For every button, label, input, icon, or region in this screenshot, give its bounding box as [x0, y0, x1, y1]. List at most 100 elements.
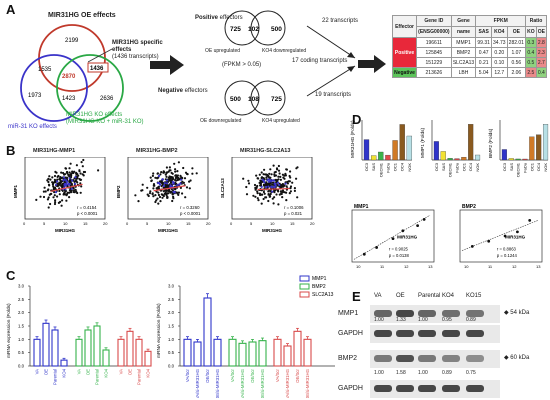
- scatter-point: [146, 186, 149, 189]
- scatter-point-highlight: [54, 191, 58, 194]
- scatter-point: [82, 174, 85, 177]
- scatter-point: [260, 202, 263, 205]
- x-tick-label: OE/si-MIR31HG: [305, 368, 310, 398]
- band: [466, 310, 484, 317]
- bar-bmp2: [536, 134, 542, 161]
- y-tick-label: 0.0: [168, 364, 175, 369]
- scatter-point: [293, 189, 296, 192]
- scatter-point: [68, 179, 71, 182]
- scatter-point: [161, 182, 164, 185]
- scatter-point: [278, 193, 281, 196]
- scatter-point: [48, 175, 51, 178]
- scatter-point: [267, 190, 270, 193]
- bar-mmp1: [203, 297, 212, 367]
- mmp1-kda-marker: ◆ 54 kDa: [504, 310, 530, 316]
- scatter-point-highlight: [176, 184, 179, 187]
- scatter-point: [75, 172, 78, 175]
- x-axis-label: MIR31HG: [397, 235, 418, 240]
- scatter-r-value: r = 0.3260: [180, 205, 200, 210]
- bar-bmp2: [248, 341, 257, 367]
- bar-bmp2: [238, 342, 247, 367]
- x-tick-label: NOK: [407, 163, 412, 172]
- scatter-point-highlight: [163, 182, 166, 185]
- y-tick-label: 2.0: [168, 310, 175, 315]
- scatter-point: [78, 169, 81, 172]
- scatter-point: [70, 191, 73, 194]
- scatter-point: [172, 195, 175, 198]
- x-tick-label: OE/si-MIR31HG: [215, 368, 220, 398]
- scatter-point: [79, 191, 82, 194]
- scatter-point: [60, 184, 63, 187]
- bar-mir31hg: [385, 154, 391, 161]
- svg-text:500: 500: [271, 26, 282, 33]
- corr-point: [503, 234, 507, 238]
- scatter-point: [267, 175, 270, 178]
- corr-point: [375, 246, 378, 249]
- scatter-point: [277, 203, 280, 206]
- corr-point: [422, 217, 426, 221]
- corr-r-value: r = 0.8863: [497, 247, 517, 252]
- scatter-point: [53, 202, 57, 206]
- scatter-point-highlight: [166, 182, 169, 185]
- scatter-point: [188, 187, 191, 190]
- scatter-point-highlight: [66, 180, 69, 183]
- bar-slc2a13: [283, 345, 292, 367]
- scatter-point: [289, 176, 292, 179]
- scatter-point: [79, 182, 82, 185]
- scatter-point: [253, 183, 257, 187]
- x-tick-label: KO4: [62, 368, 67, 377]
- bar-bmp2: [84, 329, 92, 367]
- venn-circle-mir31: [20, 54, 88, 122]
- scatter-point: [247, 179, 250, 182]
- scatter-point: [288, 192, 291, 195]
- fpkm-note: (FPKM > 0.05): [222, 62, 262, 68]
- scatter-point: [263, 192, 266, 195]
- scatter-point: [285, 199, 288, 202]
- venn-count-mir-only: 1973: [28, 93, 42, 99]
- mmp1-ratio-value: 1.00: [374, 317, 384, 323]
- scatter-point: [73, 180, 76, 183]
- scatter-point: [49, 178, 52, 181]
- legend-swatch: [299, 291, 310, 298]
- band: [374, 355, 392, 362]
- venn-negative: 500 108 725: [224, 80, 286, 116]
- venn-three-circle: 2199 1535 2870 1436 1973 1423 2636: [20, 24, 124, 122]
- y-axis-label: BMP2 (Folds): [488, 128, 494, 158]
- venn-mir31-ko-label: miR-31 KO effects: [8, 124, 57, 130]
- scatter-point: [174, 168, 177, 171]
- bar-slc2a13: [144, 350, 152, 367]
- x-tick-label: VA: [119, 369, 124, 375]
- scatter-point: [256, 177, 259, 180]
- scatter-point: [285, 185, 288, 188]
- scatter-point: [283, 174, 286, 177]
- scatter-point: [277, 169, 281, 172]
- corr-point: [470, 245, 474, 248]
- scatter-point: [60, 204, 63, 207]
- corr-point: [516, 230, 519, 234]
- regression-line: [153, 185, 186, 192]
- bar-slc2a13: [303, 338, 312, 367]
- y-tick-label: 1.0: [18, 337, 25, 342]
- bmp2-ratio-value: 1.58: [396, 370, 406, 376]
- arrow-right-icon: [150, 55, 184, 75]
- scatter-point-highlight: [68, 177, 71, 180]
- scatter-point: [166, 192, 169, 195]
- scatter-point: [264, 173, 267, 176]
- scatter-point: [152, 187, 155, 190]
- legend-swatch: [299, 275, 310, 282]
- scatter-point: [285, 168, 288, 171]
- panel-b-label: B: [6, 143, 16, 158]
- x-tick-label: OE/Scr: [295, 368, 300, 382]
- scatter-title: MIR31HG-BMP2: [136, 148, 178, 154]
- scatter-point: [59, 200, 62, 203]
- y-tick-label: 3.0: [18, 284, 25, 289]
- x-tick-label: OC1: [529, 162, 534, 171]
- scatter-point: [262, 173, 265, 176]
- scatter-point: [53, 191, 56, 194]
- scatter-point: [76, 191, 79, 195]
- scatter-point: [80, 161, 83, 164]
- scatter-point-highlight: [161, 178, 164, 181]
- scatter-point-highlight: [70, 187, 73, 190]
- scatter-point: [281, 196, 284, 199]
- bar-slc2a13: [117, 338, 125, 367]
